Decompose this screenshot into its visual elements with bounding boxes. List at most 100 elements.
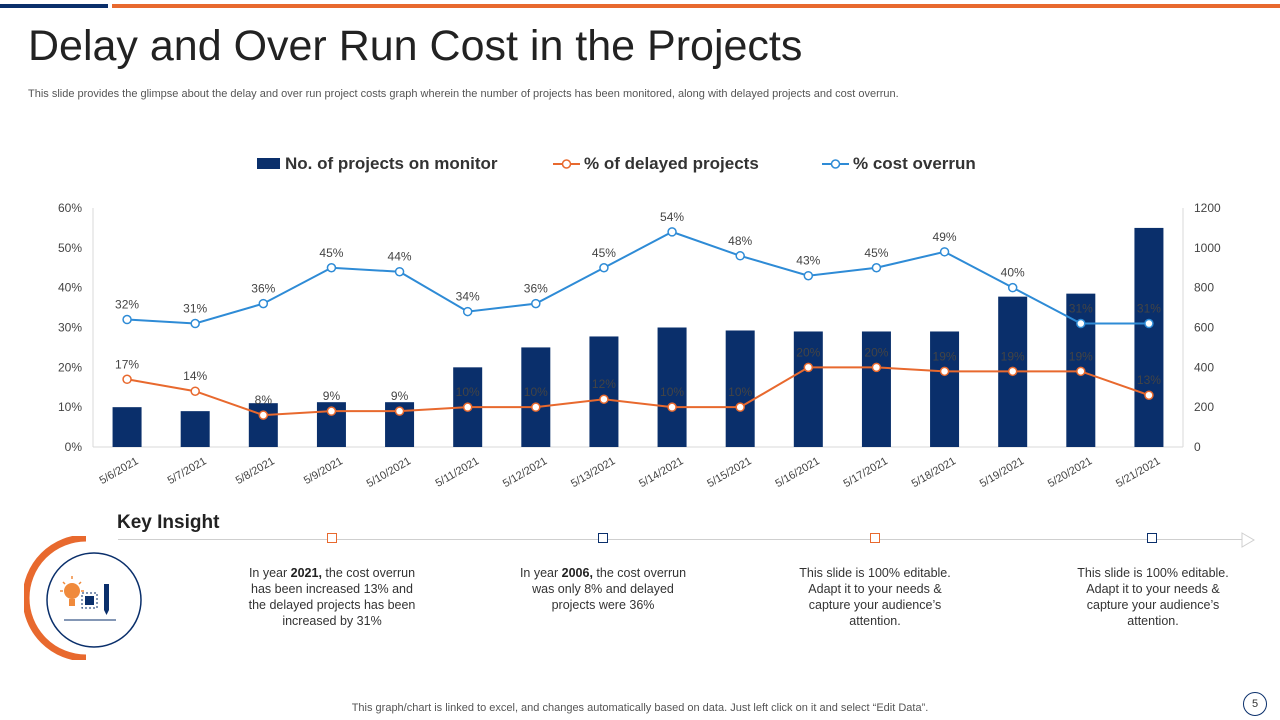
- y-left-tick-label: 60%: [58, 201, 82, 215]
- x-tick-label: 5/8/2021: [234, 455, 277, 487]
- canvas-icon: [81, 592, 98, 609]
- legend-marker-delayed: [561, 159, 572, 169]
- data-label-overrun-10: 48%: [728, 234, 752, 248]
- y-left-tick-label: 40%: [58, 281, 82, 295]
- point-delayed-8: [599, 394, 609, 404]
- point-delayed-1: [122, 374, 132, 385]
- point-delayed-4: [326, 406, 337, 416]
- top-accent-bar-blue: [0, 4, 108, 8]
- data-label-overrun-5: 44%: [388, 250, 412, 264]
- lightbulb-icon: [60, 576, 84, 606]
- legend-label-projects: No. of projects on monitor: [285, 154, 498, 173]
- x-tick-label: 5/9/2021: [302, 455, 345, 487]
- y-right-tick-label: 1200: [1194, 201, 1221, 215]
- legend-marker-overrun: [830, 159, 841, 169]
- data-label-delayed-15: 19%: [1069, 349, 1093, 363]
- page-number: 5: [1243, 692, 1267, 716]
- point-overrun-7: [531, 298, 541, 309]
- point-delayed-12: [871, 362, 882, 373]
- y-left-tick-label: 10%: [58, 400, 82, 414]
- x-tick-label: 5/19/2021: [978, 455, 1026, 490]
- y-right-tick-label: 1000: [1194, 241, 1221, 255]
- x-tick-label: 5/15/2021: [705, 455, 753, 490]
- page-subtitle: This slide provides the glimpse about th…: [28, 88, 899, 100]
- data-label-delayed-5: 9%: [391, 389, 409, 403]
- line-overrun: [127, 230, 1149, 325]
- x-tick-label: 5/21/2021: [1114, 455, 1162, 490]
- point-overrun-3: [258, 298, 269, 309]
- point-delayed-2: [190, 386, 200, 396]
- x-tick-label: 5/14/2021: [637, 455, 685, 490]
- point-delayed-9: [667, 402, 677, 412]
- data-label-delayed-2: 14%: [183, 369, 207, 383]
- legend-label-overrun: % cost overrun: [853, 154, 976, 173]
- x-tick-label: 5/20/2021: [1046, 455, 1094, 490]
- data-label-overrun-2: 31%: [183, 302, 207, 316]
- y-right-tick-label: 600: [1194, 321, 1214, 335]
- point-overrun-8: [599, 263, 609, 273]
- y-right-tick-label: 400: [1194, 360, 1214, 374]
- data-label-delayed-1: 17%: [115, 357, 139, 371]
- data-label-delayed-3: 8%: [255, 393, 273, 407]
- bar-projects-8: [589, 336, 619, 447]
- x-tick-label: 5/10/2021: [365, 455, 413, 490]
- bar-projects-16: [1134, 227, 1164, 447]
- data-label-overrun-1: 32%: [115, 298, 139, 312]
- x-tick-label: 5/17/2021: [842, 455, 890, 490]
- point-delayed-7: [531, 402, 541, 412]
- data-label-delayed-13: 19%: [933, 349, 957, 363]
- insight-text-3: This slide is 100% editable. Adapt it to…: [799, 566, 951, 628]
- insight-badge: [24, 536, 142, 660]
- bar-projects-13: [930, 331, 960, 447]
- y-left-tick-label: 20%: [58, 360, 82, 374]
- timeline-arrow-icon: [1241, 532, 1255, 548]
- data-label-delayed-11: 20%: [796, 345, 820, 359]
- point-overrun-12: [871, 263, 882, 273]
- legend-label-delayed: % of delayed projects: [584, 154, 759, 173]
- timeline-marker-2: [598, 533, 608, 543]
- x-tick-label: 5/11/2021: [434, 455, 482, 489]
- timeline-marker-3: [870, 533, 880, 543]
- point-overrun-14: [1007, 282, 1018, 293]
- top-accent-bar-orange: [112, 4, 1280, 8]
- bar-projects-2: [180, 411, 210, 447]
- key-insight-title: Key Insight: [117, 512, 220, 533]
- line-delayed: [126, 366, 1150, 417]
- data-label-overrun-4: 45%: [319, 246, 343, 260]
- y-right-tick-label: 800: [1194, 281, 1214, 295]
- y-left-tick-label: 50%: [58, 241, 82, 255]
- point-delayed-6: [462, 402, 473, 412]
- insight-text-2: In year 2006, the cost overrun was only …: [519, 566, 687, 612]
- point-overrun-2: [190, 318, 200, 329]
- data-label-overrun-9: 54%: [660, 210, 684, 224]
- point-overrun-13: [939, 247, 950, 257]
- data-label-delayed-9: 10%: [660, 385, 684, 399]
- bar-projects-12: [861, 331, 891, 447]
- y-left-tick-label: 30%: [58, 321, 82, 335]
- timeline-marker-1: [327, 533, 337, 543]
- page-title: Delay and Over Run Cost in the Projects: [28, 22, 803, 70]
- insight-text-4: This slide is 100% editable. Adapt it to…: [1077, 566, 1229, 628]
- point-overrun-9: [667, 227, 677, 237]
- point-delayed-13: [939, 366, 950, 377]
- data-label-delayed-14: 19%: [1001, 349, 1025, 363]
- data-label-overrun-16: 31%: [1137, 302, 1161, 316]
- bar-projects-11: [793, 331, 823, 447]
- data-label-overrun-3: 36%: [251, 282, 275, 296]
- insight-text-1: In year 2021, the cost overrun has been …: [248, 566, 416, 628]
- x-tick-label: 5/13/2021: [569, 455, 617, 490]
- data-label-overrun-8: 45%: [592, 246, 616, 260]
- combo-chart[interactable]: No. of projects on monitor % of delayed p…: [0, 140, 1280, 500]
- point-overrun-4: [326, 263, 337, 273]
- point-delayed-11: [803, 362, 814, 373]
- data-label-delayed-16: 13%: [1137, 373, 1161, 387]
- point-overrun-10: [735, 251, 745, 261]
- y-right-tick-label: 200: [1194, 400, 1214, 414]
- data-label-overrun-15: 31%: [1069, 302, 1093, 316]
- data-label-overrun-11: 43%: [796, 254, 820, 268]
- point-delayed-16: [1144, 390, 1154, 400]
- bar-projects-10: [725, 330, 755, 447]
- point-overrun-11: [803, 270, 814, 281]
- y-left-tick-label: 0%: [65, 440, 83, 454]
- x-tick-label: 5/18/2021: [910, 455, 958, 490]
